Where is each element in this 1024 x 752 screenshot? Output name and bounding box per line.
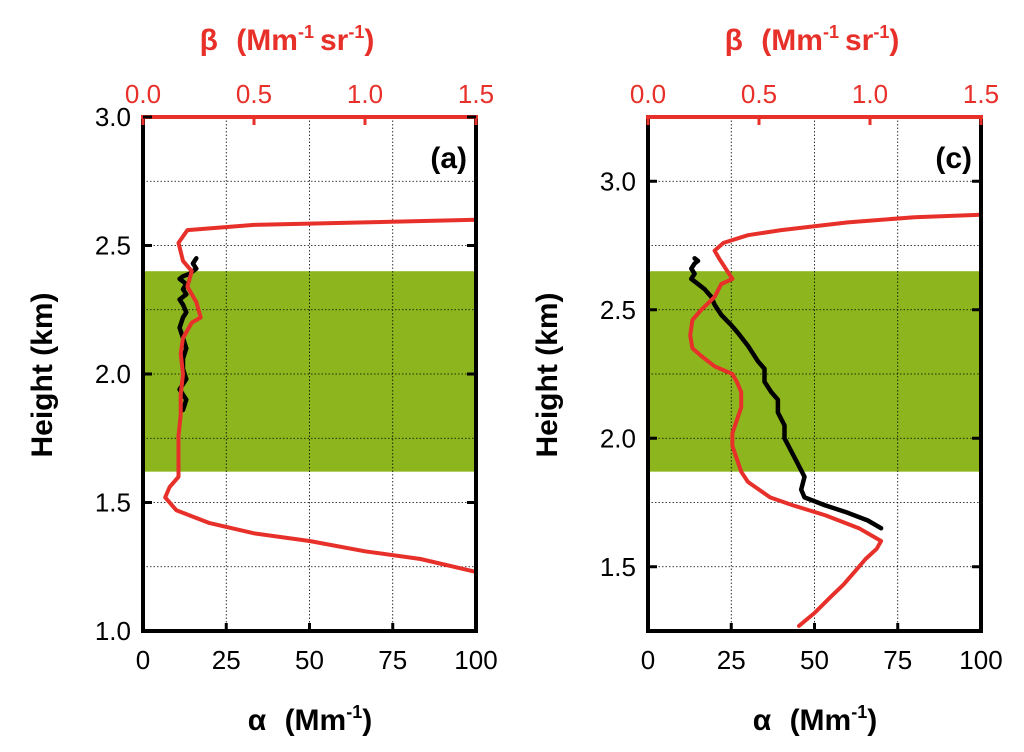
y-axis-title: Height (km): [531, 293, 564, 458]
y-axis-title: Height (km): [26, 293, 59, 458]
tick-marks: [141, 115, 478, 633]
panel-label: (a): [430, 142, 467, 175]
beta-profile-line: [688, 212, 983, 628]
y-tick-label: 1.5: [600, 552, 636, 582]
y-tick-label: 2.5: [600, 295, 636, 325]
x-tick-label-bottom: 50: [800, 645, 829, 675]
tick-labels: 0 25 50 75 100 0.0 0.5 1.0 1.5 1.0 1.5 2.0 2.5 3.0: [95, 79, 498, 675]
x-tick-label-top: 0.0: [125, 79, 161, 109]
x-tick-label-bottom: 75: [378, 645, 407, 675]
x-tick-label-top: 0.0: [630, 79, 666, 109]
panel-label: (c): [935, 142, 972, 175]
y-tick-label: 2.0: [600, 423, 636, 453]
tick-labels: 0 25 50 75 100 0.0 0.5 1.0 1.5 1.5 2.0 2.5 3.0: [600, 79, 1003, 675]
top-axis-title: β (Mm-1 sr-1): [200, 22, 375, 57]
x-tick-label-top: 1.5: [963, 79, 999, 109]
top-axis-title: β (Mm-1 sr-1): [725, 22, 900, 57]
gridlines: [648, 117, 981, 631]
y-tick-label: 2.0: [95, 359, 131, 389]
x-tick-label-bottom: 25: [717, 645, 746, 675]
series-lines: [163, 217, 478, 574]
shaded-band-rect: [648, 271, 981, 472]
x-tick-label-bottom: 0: [641, 645, 655, 675]
shaded-band: [648, 271, 981, 472]
y-tick-label: 3.0: [600, 166, 636, 196]
alpha-profile-line: [689, 256, 884, 531]
x-tick-label-top: 1.0: [347, 79, 383, 109]
x-tick-label-bottom: 75: [883, 645, 912, 675]
gridlines: [143, 117, 476, 631]
x-tick-label-top: 0.5: [236, 79, 272, 109]
x-tick-label-top: 1.0: [852, 79, 888, 109]
y-tick-label: 1.5: [95, 488, 131, 518]
shaded-band-rect: [143, 271, 476, 472]
panel-c: 0 25 50 75 100 0.0 0.5 1.0 1.5 1.5 2.0 2.5 3.0 β (Mm…: [531, 22, 1003, 737]
x-tick-label-bottom: 0: [136, 645, 150, 675]
x-tick-label-bottom: 25: [212, 645, 241, 675]
shaded-band: [143, 271, 476, 472]
y-tick-label: 3.0: [95, 102, 131, 132]
x-tick-label-bottom: 50: [295, 645, 324, 675]
x-tick-label-bottom: 100: [959, 645, 1002, 675]
bottom-axis-title: α (Mm-1): [753, 702, 877, 737]
y-tick-label: 2.5: [95, 231, 131, 261]
x-tick-label-bottom: 100: [454, 645, 497, 675]
x-tick-label-top: 1.5: [458, 79, 494, 109]
series-lines: [688, 212, 983, 628]
beta-profile-line: [163, 217, 478, 574]
tick-marks: [646, 115, 983, 631]
panel-a: 0 25 50 75 100 0.0 0.5 1.0 1.5 1.0 1.5 2.0 2.5 3.0 β …: [26, 22, 498, 737]
x-tick-label-top: 0.5: [741, 79, 777, 109]
y-tick-label: 1.0: [95, 616, 131, 646]
bottom-axis-title: α (Mm-1): [248, 702, 372, 737]
